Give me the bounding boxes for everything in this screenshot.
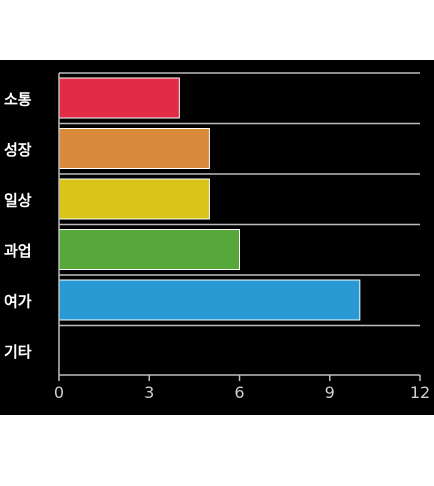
x-tick-label: 9 <box>325 383 335 402</box>
category-label: 성장 <box>4 141 32 159</box>
bar <box>58 279 361 321</box>
x-tick-label: 12 <box>410 383 430 402</box>
bar <box>58 229 240 270</box>
bar <box>58 77 180 119</box>
category-label: 일상 <box>4 191 32 209</box>
bar <box>58 128 210 169</box>
bar <box>58 178 210 220</box>
category-label: 소통 <box>4 90 32 108</box>
category-label: 여가 <box>4 292 32 310</box>
x-tick-label: 3 <box>144 383 154 402</box>
category-label: 기타 <box>4 343 32 361</box>
x-tick-label: 6 <box>234 383 244 402</box>
x-tick-label: 0 <box>54 383 64 402</box>
category-label: 과업 <box>4 242 32 260</box>
